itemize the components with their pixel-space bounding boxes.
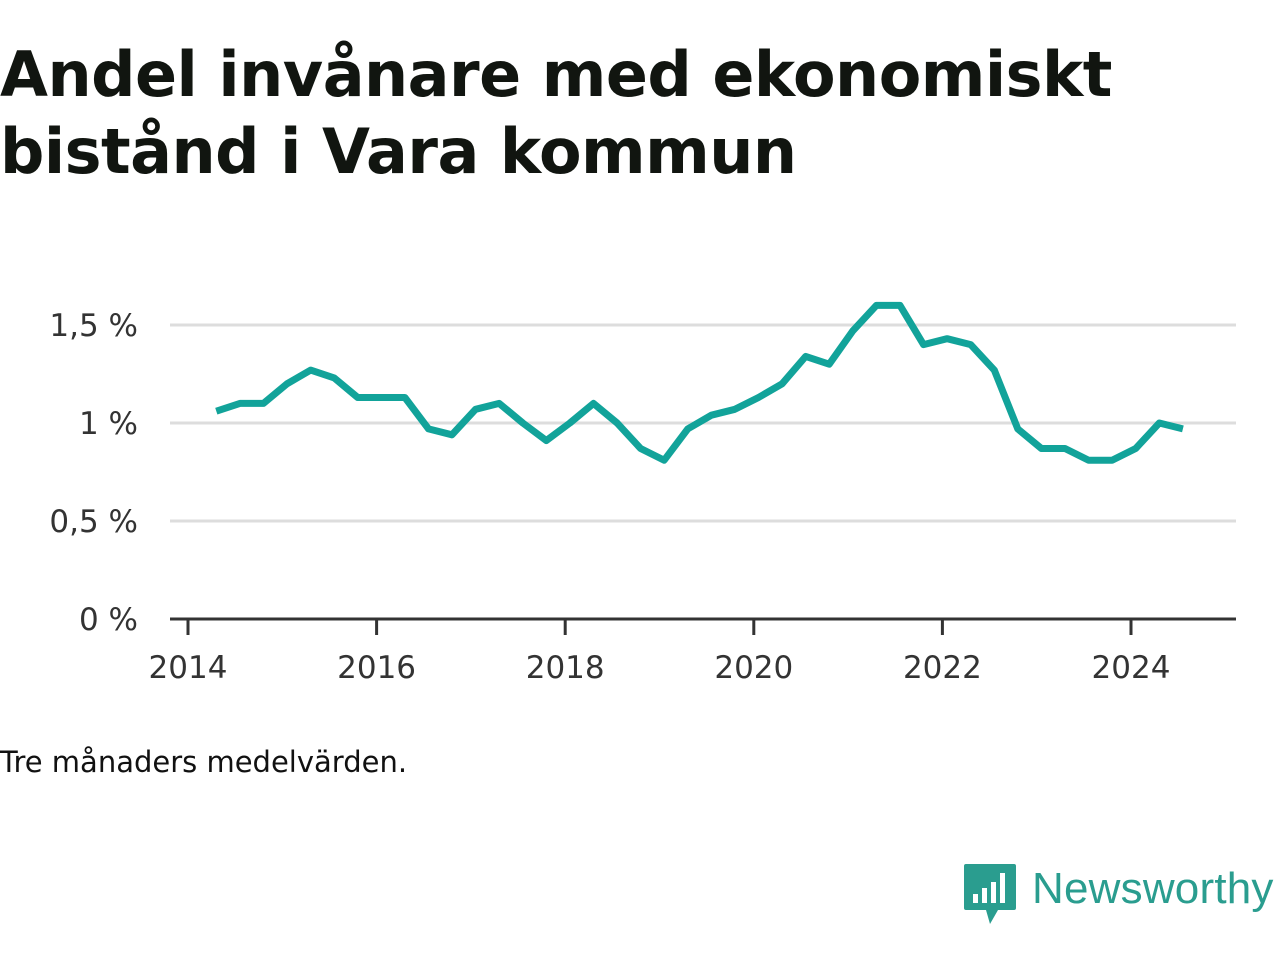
x-tick-label: 2018 [526,650,605,686]
chart-bubble-icon [964,864,1016,924]
x-tick-label: 2014 [149,650,228,686]
line-chart: 0 % 0,5 % 1 % 1,5 % 2014 2016 2018 2020 2022 202… [49,301,1236,686]
y-tick-label: 1,5 % [49,308,138,344]
x-tick-label: 2024 [1092,650,1171,686]
y-tick-label: 0 % [79,602,138,638]
x-tick-label: 2020 [714,650,793,686]
brand-logo: Newsworthy [964,864,1274,926]
chart-note: Tre månaders medelvärden. [0,745,408,779]
x-axis-ticks: 2014 2016 2018 2020 2022 2024 [149,619,1171,686]
y-axis-labels: 0 % 0,5 % 1 % 1,5 % [49,308,138,638]
chart-title: Andel invånare med ekonomiskt bistånd i … [0,38,1112,188]
brand-name: Newsworthy [1032,864,1274,913]
series-layer [215,301,1184,464]
series-line [215,301,1184,464]
y-tick-label: 0,5 % [49,504,138,540]
y-tick-label: 1 % [79,406,138,442]
x-tick-label: 2016 [337,650,416,686]
x-tick-label: 2022 [903,650,982,686]
